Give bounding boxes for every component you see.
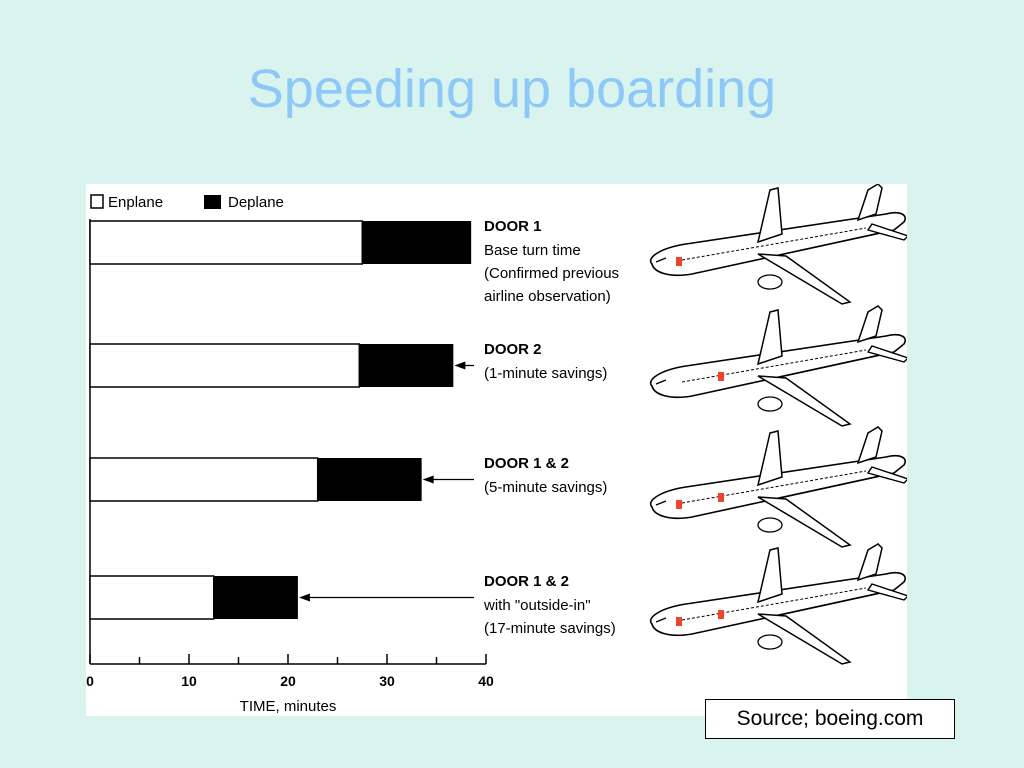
airplane-window-line <box>681 349 867 383</box>
airplane-tail-fin <box>856 184 883 222</box>
bar-label-heading: DOOR 2 <box>484 341 542 358</box>
bar-deplane <box>359 344 454 387</box>
savings-arrow-head <box>298 593 310 602</box>
airplane-lower-wing <box>757 375 852 427</box>
bar-enplane <box>89 457 319 502</box>
airplane-fuselage <box>649 333 906 399</box>
airplane-tail-fin <box>856 543 883 582</box>
legend-swatch-deplane <box>204 195 221 209</box>
airplane-engine <box>757 396 783 412</box>
airplane-fuselage <box>649 571 906 637</box>
airplane-upper-wing <box>756 187 783 244</box>
door-marker <box>718 372 724 381</box>
airplane-illustration <box>649 305 907 427</box>
bar-label-line: (1-minute savings) <box>484 365 607 382</box>
airplane-upper-wing <box>756 430 783 487</box>
door-marker <box>718 493 724 502</box>
door-marker <box>676 257 682 266</box>
slide-title: Speeding up boarding <box>247 59 777 119</box>
airplane-cockpit <box>655 379 667 385</box>
door-marker <box>676 617 682 626</box>
airplane-tail-fin <box>856 305 883 344</box>
boarding-time-chart: Enplane Deplane 0 10 20 30 40 TIME, minutes DOOR… <box>86 184 907 715</box>
airplane-illustration <box>649 426 907 548</box>
airplane-window-line <box>681 227 867 261</box>
airplane-stabilizer <box>866 583 907 601</box>
bar-label-heading: DOOR 1 & 2 <box>484 573 569 590</box>
legend-label-deplane: Deplane <box>228 194 284 211</box>
airplane-fuselage <box>649 211 906 277</box>
airplane-upper-wing <box>756 309 783 366</box>
airplane-window-line <box>681 470 867 504</box>
bar-label-line: (5-minute savings) <box>484 479 607 496</box>
bar-label-heading: DOOR 1 <box>484 218 542 235</box>
airplane-lower-wing <box>757 253 852 305</box>
boarding-figure: Enplane Deplane 0 10 20 30 40 TIME, minutes DOOR… <box>86 184 907 716</box>
bar-deplane <box>362 221 472 264</box>
bar-label-line: airline observation) <box>484 288 611 305</box>
bar-deplane <box>213 576 298 619</box>
airplane-lower-wing <box>757 613 852 665</box>
door-marker <box>718 610 724 619</box>
x-tick-label: 30 <box>379 673 395 689</box>
airplane-stabilizer <box>866 466 907 484</box>
bar-label-line: (Confirmed previous <box>484 265 619 282</box>
bar-label-line: with "outside-in" <box>483 597 591 614</box>
bar-enplane <box>89 575 215 620</box>
bar-label-line: (17-minute savings) <box>484 620 616 637</box>
x-tick-label: 40 <box>478 673 494 689</box>
airplane-stabilizer <box>866 223 907 241</box>
x-tick-label: 20 <box>280 673 296 689</box>
bar-enplane <box>89 220 363 265</box>
savings-arrow-head <box>422 475 434 484</box>
airplane-fuselage <box>649 454 906 520</box>
airplane-stabilizer <box>866 345 907 363</box>
door-marker <box>676 500 682 509</box>
x-axis-label: TIME, minutes <box>240 698 337 715</box>
legend-label-enplane: Enplane <box>108 194 163 211</box>
airplane-window-line <box>681 587 867 621</box>
bar-deplane <box>317 458 422 501</box>
airplane-engine <box>757 274 783 290</box>
airplane-upper-wing <box>756 547 783 604</box>
airplane-tail-fin <box>856 426 883 465</box>
x-tick-label: 10 <box>181 673 197 689</box>
bar-label-line: Base turn time <box>484 242 581 259</box>
airplane-cockpit <box>655 500 667 506</box>
bar-label-heading: DOOR 1 & 2 <box>484 455 569 472</box>
bar-enplane <box>89 343 361 388</box>
airplane-illustration <box>649 184 907 305</box>
source-caption: Source; boeing.com <box>705 699 955 739</box>
x-tick-label: 0 <box>86 673 94 689</box>
airplane-cockpit <box>655 617 667 623</box>
airplane-lower-wing <box>757 496 852 548</box>
legend-swatch-enplane <box>90 194 104 209</box>
airplane-cockpit <box>655 257 667 263</box>
airplane-engine <box>757 517 783 533</box>
airplane-illustration <box>649 543 907 665</box>
savings-arrow-head <box>454 361 466 370</box>
airplane-engine <box>757 634 783 650</box>
